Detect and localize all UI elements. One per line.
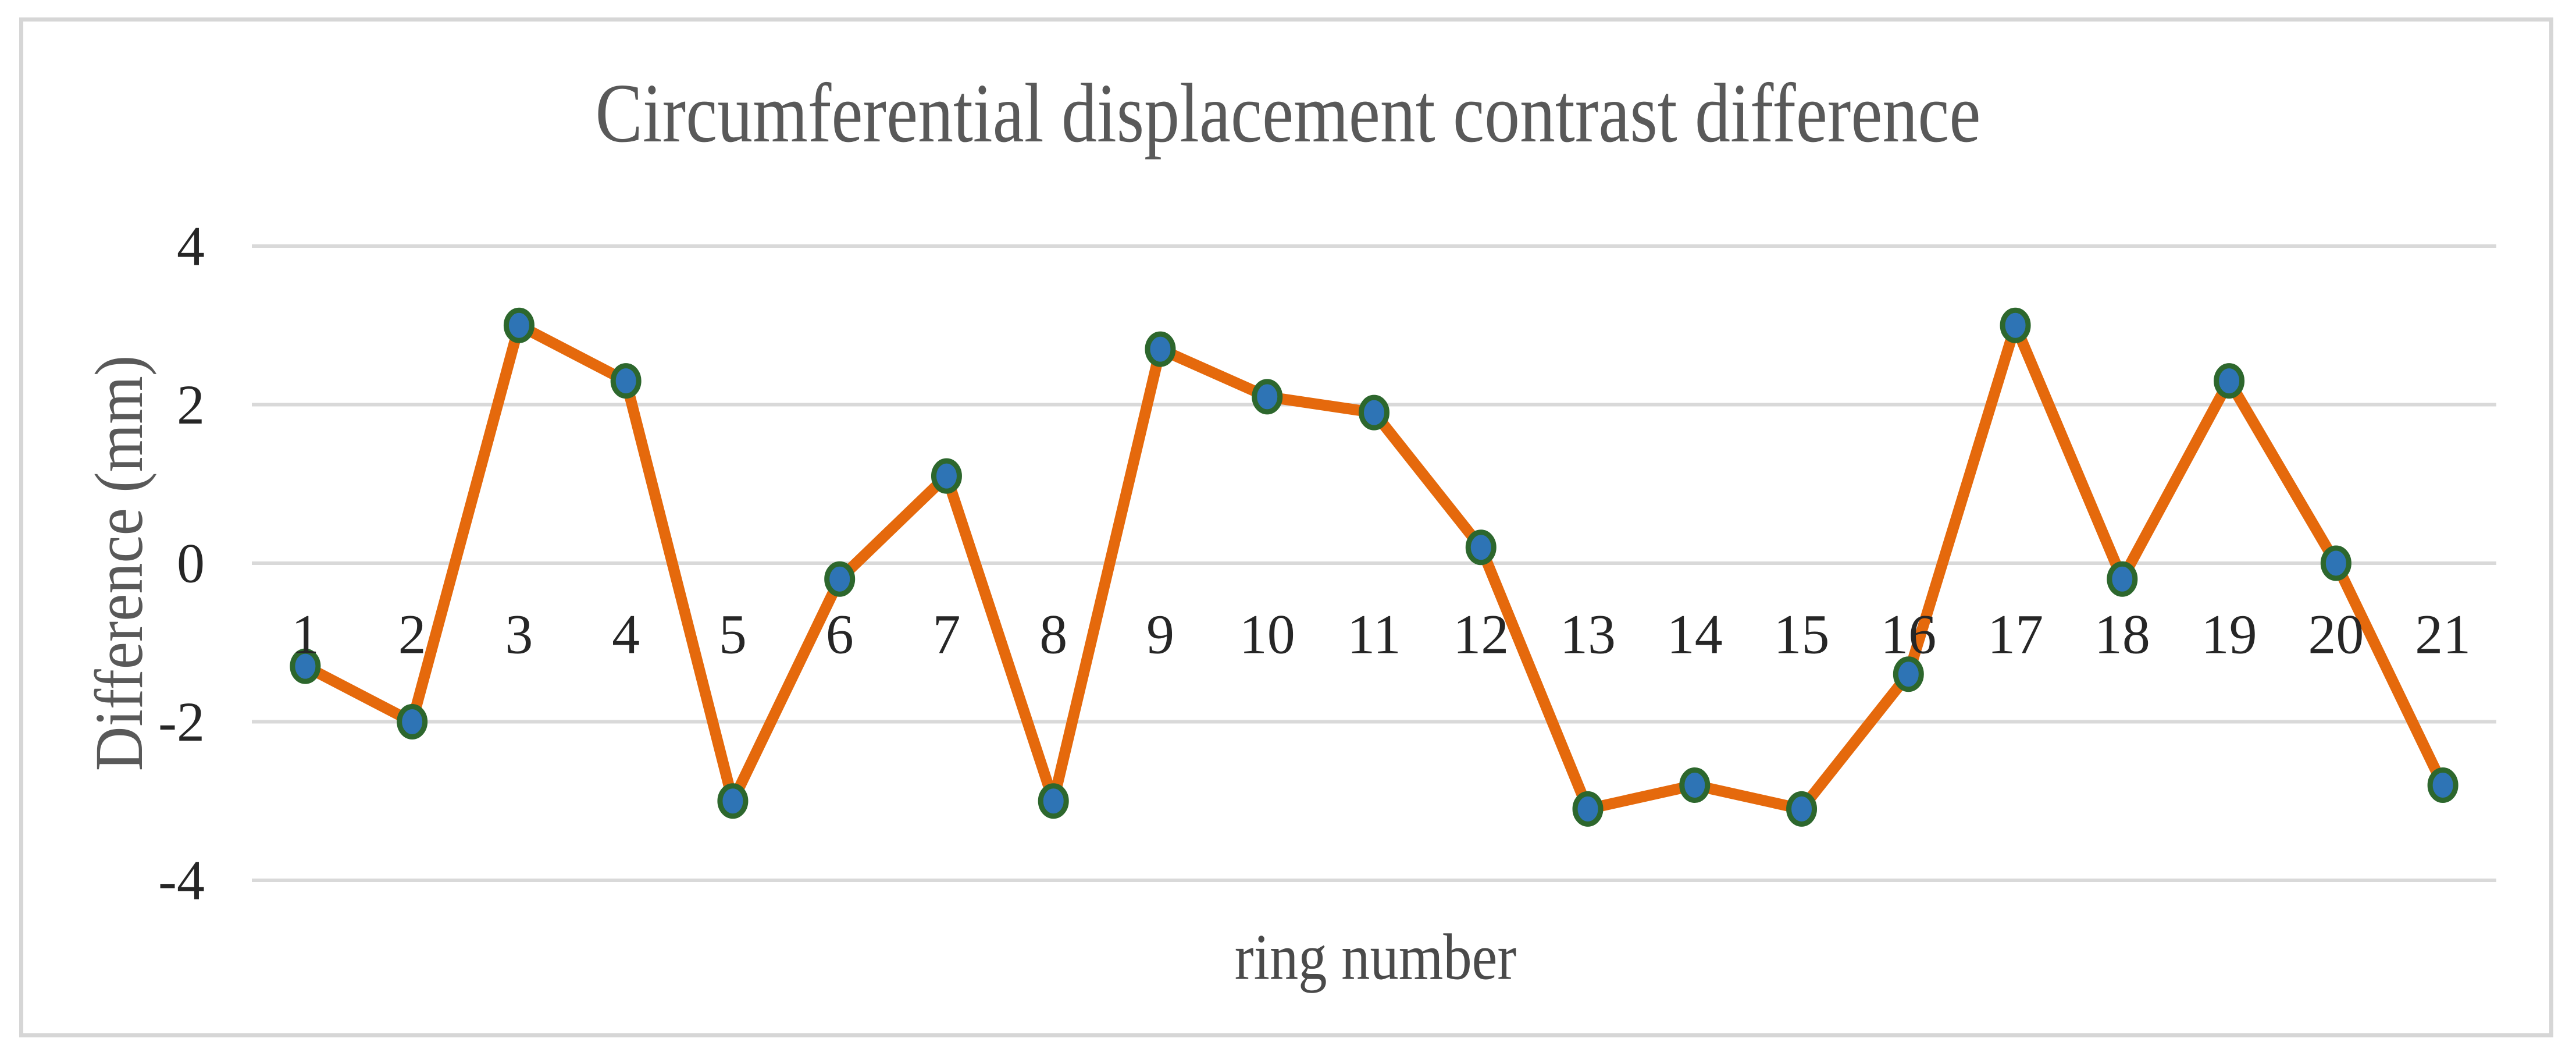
x-tick-label: 14 (1667, 603, 1723, 666)
x-tick-label: 15 (1774, 603, 1830, 666)
data-point-marker (1465, 529, 1497, 566)
x-tick-label: 8 (1039, 603, 1067, 666)
x-tick-label: 7 (932, 603, 960, 666)
figure-border (19, 17, 2553, 1037)
y-tick-label: -4 (158, 849, 205, 912)
x-tick-label: 21 (2415, 603, 2471, 666)
data-point-marker (1786, 791, 1818, 827)
data-point-marker (2107, 561, 2138, 597)
data-point-marker (2427, 767, 2459, 803)
x-tick-label: 6 (826, 603, 854, 666)
data-point-marker (717, 783, 749, 819)
data-point-marker (2320, 545, 2351, 581)
y-tick-label: 2 (177, 374, 205, 436)
data-point-marker (2000, 307, 2031, 343)
chart-title: Circumferential displacement contrast di… (595, 67, 1981, 160)
x-tick-label: 20 (2308, 603, 2364, 666)
x-tick-label: 18 (2094, 603, 2150, 666)
x-tick-label: 3 (505, 603, 533, 666)
x-tick-label: 16 (1880, 603, 1936, 666)
data-point-marker (290, 648, 321, 684)
y-tick-label: -2 (158, 691, 205, 753)
x-tick-label: 10 (1239, 603, 1295, 666)
data-point-marker (1893, 656, 1924, 692)
x-tick-label: 4 (612, 603, 640, 666)
x-tick-label: 11 (1347, 603, 1401, 666)
data-point-marker (1252, 379, 1283, 415)
data-point-marker (1359, 394, 1389, 431)
data-point-marker (824, 561, 856, 597)
x-tick-label: 1 (291, 603, 319, 666)
data-point-marker (2214, 363, 2245, 399)
x-tick-label: 13 (1560, 603, 1616, 666)
x-tick-label: 17 (1987, 603, 2043, 666)
data-point-marker (1679, 767, 1711, 803)
x-tick-label: 12 (1453, 603, 1509, 666)
data-point-marker (1038, 783, 1069, 819)
x-tick-label: 2 (398, 603, 426, 666)
data-point-marker (1572, 791, 1604, 827)
data-point-marker (503, 307, 535, 343)
data-point-marker (1145, 331, 1176, 367)
x-axis-title: ring number (1234, 921, 1517, 994)
y-tick-label: 0 (177, 532, 205, 595)
data-point-marker (931, 458, 962, 494)
x-tick-label: 9 (1146, 603, 1174, 666)
x-tick-label: 19 (2201, 603, 2257, 666)
data-point-marker (397, 704, 428, 739)
data-point-marker (610, 363, 642, 399)
x-tick-label: 5 (719, 603, 747, 666)
y-tick-label: 4 (177, 215, 205, 278)
